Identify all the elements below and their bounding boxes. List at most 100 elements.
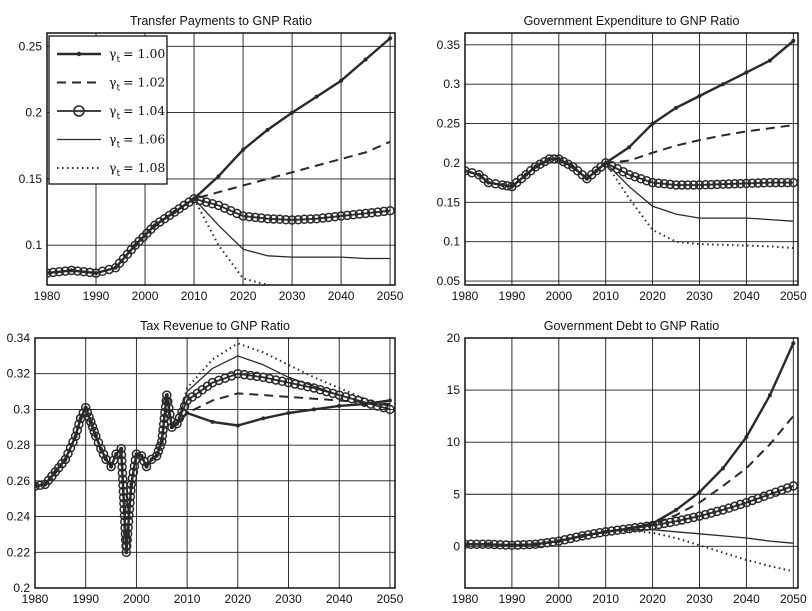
x-tick-label: 2010	[592, 592, 619, 606]
series-point-1.04	[729, 501, 740, 511]
y-tick-label: 0.2	[13, 581, 30, 595]
series-point-1.04	[111, 449, 121, 459]
x-tick-label: 2050	[780, 592, 807, 606]
x-tick-label: 2030	[275, 592, 302, 606]
series-point-1.00	[363, 57, 368, 62]
series-point-1.04	[630, 171, 640, 182]
series-point-1.00	[720, 82, 725, 87]
series-point-1.04	[87, 421, 98, 432]
plot-area	[35, 338, 395, 588]
y-tick-label: 0.1	[25, 238, 42, 252]
x-tick-label: 1980	[22, 592, 49, 606]
series-point-1.04	[665, 517, 675, 528]
series-point-1.04	[653, 178, 664, 188]
series-point-1.04	[759, 178, 769, 188]
series-line-1.08	[47, 197, 287, 285]
series-point-1.04	[89, 426, 99, 437]
series-point-1.04	[299, 214, 310, 225]
series-point-1.04	[220, 373, 230, 383]
series-group	[465, 38, 798, 249]
series-point-1.04	[378, 402, 389, 413]
series-point-1.04	[595, 528, 605, 538]
series-point-1.04	[155, 441, 165, 452]
series-point-1.04	[724, 503, 734, 513]
series-point-1.04	[360, 208, 371, 219]
series-point-1.04	[747, 178, 758, 188]
y-tick-label: 20	[447, 331, 461, 345]
series-point-1.00	[791, 38, 796, 43]
series-point-1.04	[624, 170, 634, 180]
legend-label: γt = 1.02	[109, 75, 165, 94]
series-point-1.04	[647, 177, 658, 188]
series-point-1.00	[337, 403, 342, 408]
legend-marker	[73, 105, 85, 117]
series-point-1.04	[741, 178, 752, 189]
series-point-1.00	[767, 58, 772, 63]
series-point-1.00	[261, 416, 266, 421]
series-point-1.00	[720, 466, 725, 471]
series-point-1.00	[241, 147, 246, 152]
series-point-1.04	[366, 207, 377, 218]
x-tick-label: 2020	[230, 289, 257, 303]
y-tick-label: 0.35	[437, 38, 461, 52]
y-tick-label: 0.26	[7, 474, 31, 488]
series-point-1.00	[791, 341, 796, 346]
y-tick-label: 5	[453, 487, 460, 501]
series-point-1.04	[677, 515, 687, 525]
series-point-1.04	[201, 197, 212, 207]
chart-tax-revenue: Tax Revenue to GNP Ratio 1980 1990 2000 201…	[7, 319, 404, 606]
series-point-1.04	[659, 179, 670, 189]
series-point-1.00	[387, 398, 392, 403]
series-point-1.00	[235, 423, 240, 428]
series-point-1.04	[281, 214, 291, 225]
series-point-1.04	[624, 523, 634, 534]
series-point-1.04	[131, 449, 142, 459]
series-line-1.02	[47, 140, 391, 275]
series-point-1.04	[151, 451, 162, 461]
series-point-1.04	[671, 516, 681, 527]
legend-label: γt = 1.00	[109, 46, 165, 65]
x-tick-label: 2010	[174, 592, 201, 606]
series-point-1.04	[98, 449, 109, 459]
series-point-1.04	[293, 214, 303, 225]
series-point-1.04	[324, 212, 334, 223]
x-tick-label: 2000	[123, 592, 150, 606]
series-point-1.04	[93, 437, 104, 448]
series-point-1.04	[688, 512, 699, 523]
series-point-1.04	[252, 371, 262, 382]
series-point-1.04	[636, 173, 646, 184]
x-tick-label: 2040	[733, 592, 760, 606]
series-point-1.04	[86, 417, 96, 427]
series-point-1.00	[767, 393, 772, 398]
x-tick-label: 2010	[181, 289, 208, 303]
series-point-1.04	[245, 370, 256, 381]
x-tick-label: 1990	[83, 289, 110, 303]
series-point-1.04	[219, 203, 230, 213]
series-point-1.04	[340, 392, 351, 402]
chart-title: Tax Revenue to GNP Ratio	[140, 319, 290, 333]
series-point-1.04	[63, 448, 73, 459]
series-point-1.04	[70, 431, 81, 441]
plot-frame	[46, 32, 396, 286]
legend-label: γt = 1.06	[109, 132, 165, 151]
series-point-1.04	[741, 497, 752, 508]
series-point-1.04	[765, 177, 775, 188]
series-point-1.04	[729, 179, 740, 189]
series-point-1.00	[216, 174, 221, 179]
series-point-1.04	[776, 177, 787, 188]
series-point-1.00	[290, 110, 295, 115]
series-point-1.04	[753, 178, 763, 188]
series-point-1.04	[347, 393, 357, 404]
y-tick-label: 0.2	[25, 106, 42, 120]
series-point-1.00	[697, 94, 702, 98]
x-tick-label: 1990	[72, 592, 99, 606]
series-point-1.04	[238, 211, 248, 221]
series-point-1.00	[697, 490, 702, 495]
series-point-1.04	[60, 454, 71, 465]
series-point-1.04	[688, 180, 699, 190]
series-point-1.04	[96, 443, 106, 454]
series-point-1.04	[104, 264, 114, 275]
series-point-1.00	[311, 407, 316, 412]
series-point-1.04	[636, 522, 646, 532]
x-tick-label: 2010	[592, 289, 619, 303]
